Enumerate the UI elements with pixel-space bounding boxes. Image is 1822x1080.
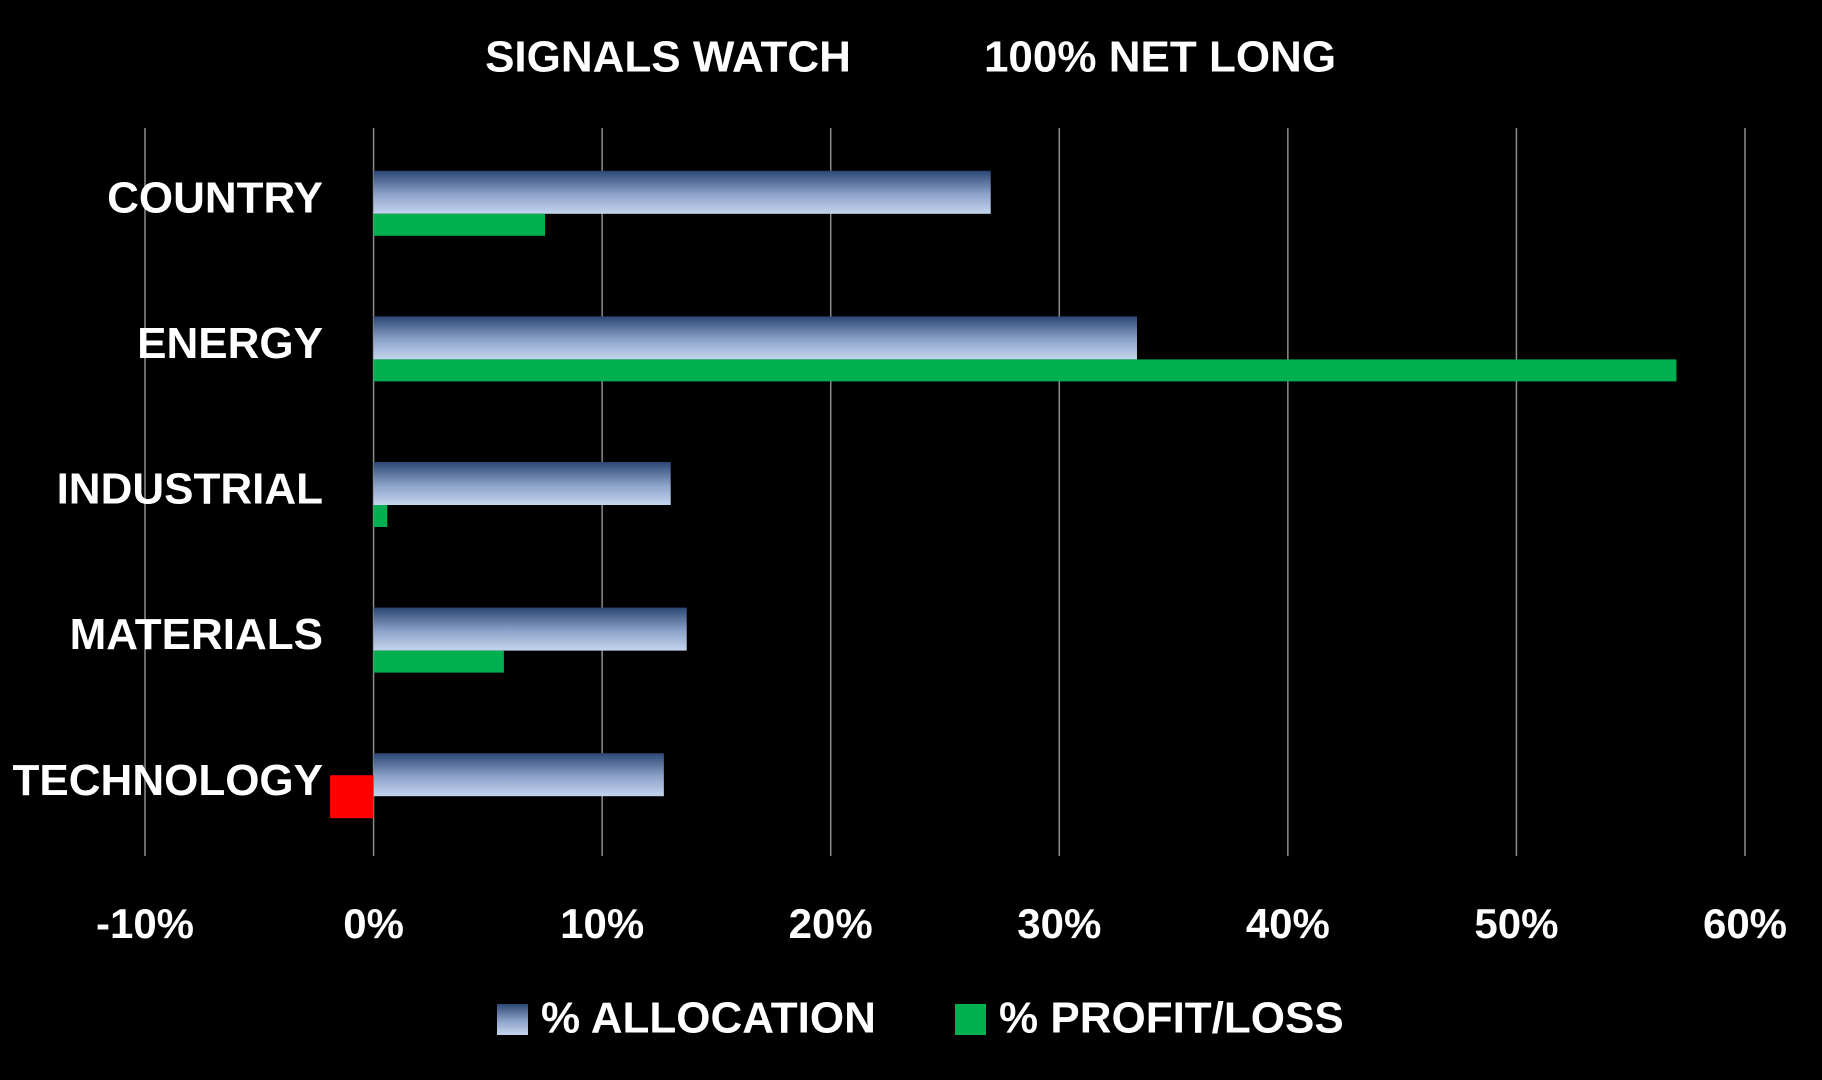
chart-subtitle: 100% NET LONG xyxy=(984,33,1336,82)
legend-label: % PROFIT/LOSS xyxy=(999,994,1344,1043)
y-tick-label: TECHNOLOGY xyxy=(13,756,323,805)
bar xyxy=(373,607,687,651)
x-tick-label: 10% xyxy=(560,900,644,947)
legend-swatch xyxy=(955,1004,986,1035)
bar xyxy=(373,505,388,527)
bar xyxy=(373,213,545,236)
y-tick-label: MATERIALS xyxy=(70,610,323,659)
x-tick-label: 0% xyxy=(343,900,404,947)
bar xyxy=(373,462,671,505)
chart-title: SIGNALS WATCH xyxy=(485,33,851,82)
bar xyxy=(373,359,1677,382)
y-tick-label: INDUSTRIAL xyxy=(57,465,323,514)
y-tick-label: COUNTRY xyxy=(107,173,323,222)
y-tick-label: ENERGY xyxy=(137,319,323,368)
legend-swatch xyxy=(497,1004,528,1035)
x-tick-label: 50% xyxy=(1474,900,1558,947)
bar xyxy=(373,170,991,214)
bar xyxy=(330,775,374,819)
x-tick-label: 20% xyxy=(789,900,873,947)
x-tick-label: 60% xyxy=(1703,900,1787,947)
bar xyxy=(373,316,1138,360)
x-tick-label: 40% xyxy=(1246,900,1330,947)
bar xyxy=(373,650,504,673)
legend-label: % ALLOCATION xyxy=(541,994,876,1043)
x-tick-label: 30% xyxy=(1017,900,1101,947)
bar xyxy=(373,753,664,797)
x-tick-label: -10% xyxy=(96,900,194,947)
